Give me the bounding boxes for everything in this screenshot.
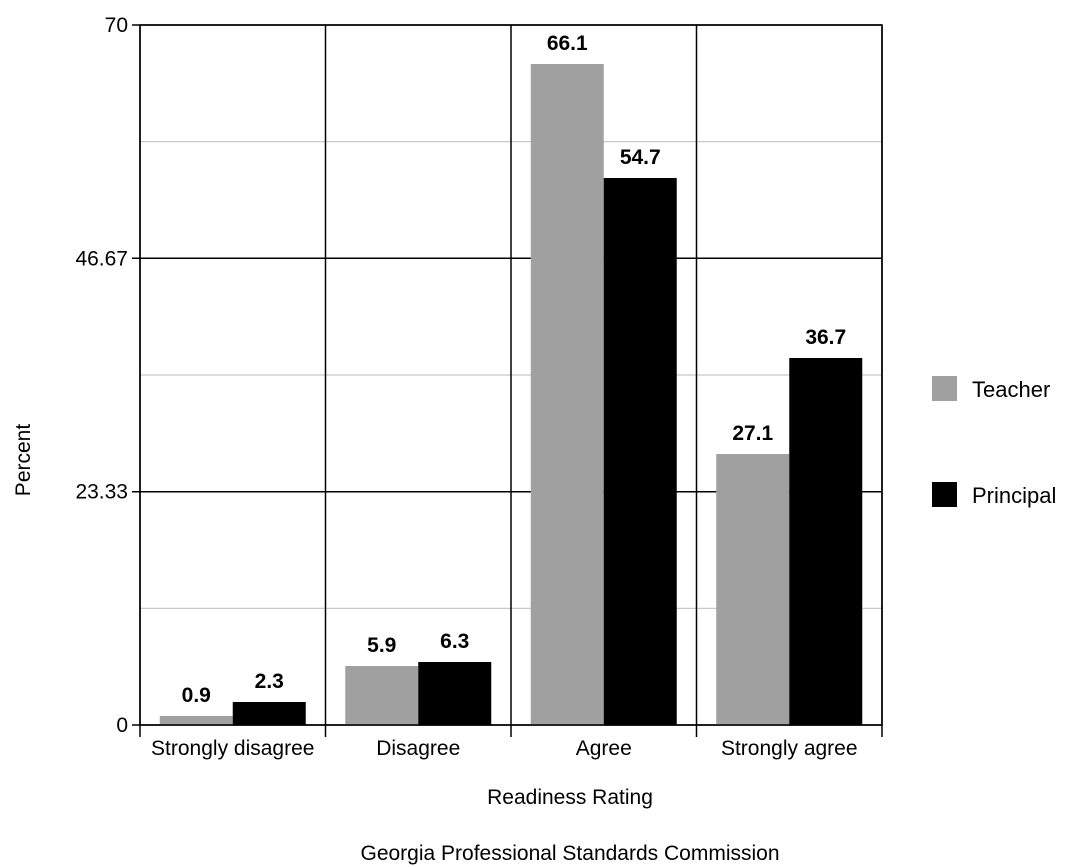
bar-principal-2 [418,662,492,725]
bar-principal-3 [603,178,677,725]
y-tick-label: 0 [116,714,128,737]
x-axis-title: Readiness Rating [487,786,653,809]
bars [159,64,863,725]
value-label: 54.7 [620,146,661,169]
value-label: 6.3 [440,630,469,653]
legend-swatch [932,376,957,401]
value-labels: 0.9 2.3 5.9 6.3 66.1 54.7 27.1 36.7 [182,32,847,707]
y-tick-label: 70 [105,14,128,37]
plot-border [139,24,883,726]
bar-teacher-3 [530,64,604,725]
bar-teacher-2 [345,666,419,725]
value-label: 2.3 [255,670,284,693]
legend-swatch [932,482,957,507]
y-tick-labels: 0 23.33 46.67 70 [75,14,128,737]
y-axis-title: Percent [12,424,35,497]
value-label: 36.7 [805,326,846,349]
legend-item-teacher: Teacher [932,376,1050,402]
y-tick-label: 23.33 [75,481,128,504]
x-tick-label: Disagree [376,737,460,760]
source-note: Georgia Professional Standards Commissio… [360,842,779,865]
value-label: 5.9 [367,634,396,657]
x-tick-label: Strongly disagree [151,737,314,760]
bar-principal-1 [232,702,306,725]
value-label: 66.1 [547,32,588,55]
y-tick-label: 46.67 [75,247,128,270]
x-tick-label: Strongly agree [721,737,858,760]
value-label: 0.9 [182,684,211,707]
bar-teacher-4 [716,454,790,725]
legend-label: Teacher [972,377,1050,402]
legend: Teacher Principal [932,376,1056,508]
legend-item-principal: Principal [932,482,1056,508]
bar-teacher-1 [159,716,233,725]
value-label: 27.1 [732,422,773,445]
x-tick-label: Agree [576,737,632,760]
x-tick-labels: Strongly disagree Disagree Agree Strongly a… [151,737,858,760]
plot-frame [139,24,883,726]
bar-principal-4 [789,358,863,725]
legend-label: Principal [972,483,1056,508]
